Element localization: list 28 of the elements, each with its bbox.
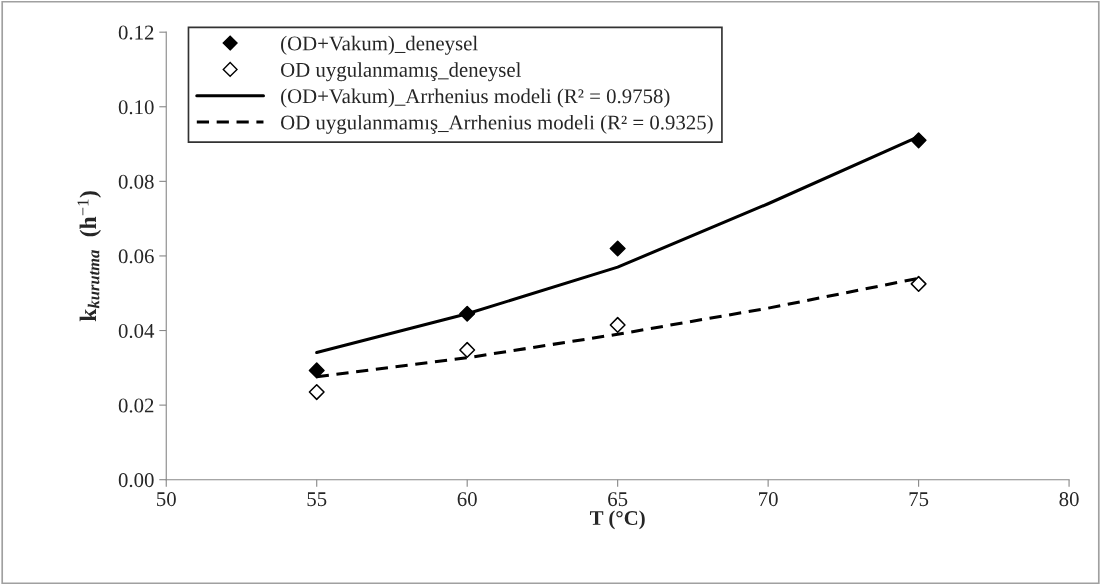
point bbox=[459, 341, 476, 358]
legend-label: OD uygulanmamış_deneysel bbox=[281, 62, 521, 82]
x-tick-label: 80 bbox=[1059, 492, 1079, 507]
point bbox=[459, 305, 476, 322]
y-tick-label: 0.06 bbox=[118, 249, 154, 264]
point bbox=[308, 384, 325, 401]
x-axis-title: T (°C) bbox=[589, 510, 645, 530]
y-tick-label: 0.04 bbox=[118, 323, 155, 339]
point bbox=[609, 240, 626, 257]
y-tick-label: 0.10 bbox=[118, 100, 154, 115]
point bbox=[910, 132, 927, 149]
point bbox=[910, 275, 927, 292]
x-tick-label: 70 bbox=[759, 492, 778, 507]
y-tick-label: 0.12 bbox=[118, 25, 154, 40]
y-tick-label: 0.08 bbox=[118, 174, 154, 189]
legend-label: (OD+Vakum)_deneysel bbox=[281, 35, 478, 55]
y-tick-label: 0.02 bbox=[118, 398, 154, 413]
x-tick-label: 75 bbox=[909, 492, 929, 507]
point bbox=[609, 316, 626, 333]
point bbox=[308, 362, 325, 379]
legend-label: (OD+Vakum)_Arrhenius modeli (R² = 0.9758) bbox=[281, 88, 670, 108]
x-tick-label: 50 bbox=[157, 492, 176, 507]
x-tick-label: 65 bbox=[608, 492, 628, 507]
x-tick-label: 55 bbox=[307, 492, 327, 507]
legend-label: OD uygulanmamış_Arrhenius modeli (R² = 0.9325) bbox=[281, 114, 713, 134]
y-axis-title: k$_{kurutma}$ (h$^{−1}$) bbox=[77, 191, 101, 322]
y-tick-label: 0.00 bbox=[118, 473, 154, 488]
x-tick-label: 60 bbox=[457, 492, 477, 507]
